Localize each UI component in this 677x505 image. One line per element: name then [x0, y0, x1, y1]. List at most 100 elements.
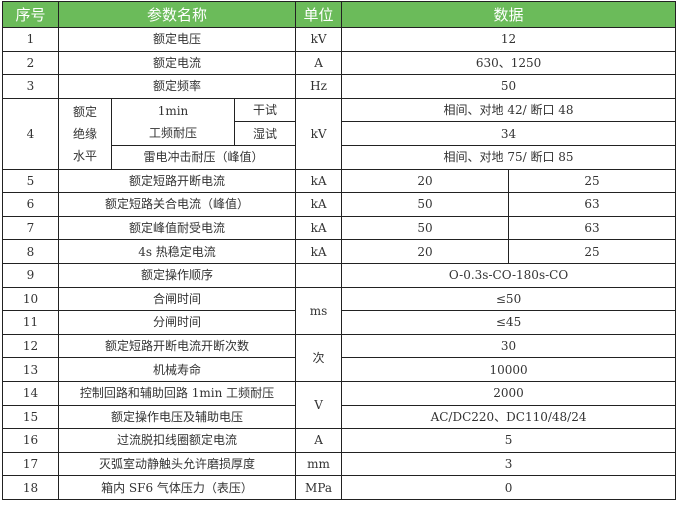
- parameter-name: 机械寿命: [57, 357, 297, 382]
- table-row: 雷电冲击耐压（峰值） 相间、对地 75/ 断口 85: [3, 144, 677, 170]
- row-number: 6: [2, 192, 59, 217]
- value-cell: 50: [341, 74, 677, 99]
- unit-cell: [295, 262, 343, 288]
- value-cell-2: 63: [508, 215, 677, 241]
- value-cell: AC/DC220、DC110/48/24: [341, 404, 677, 430]
- table-row: 8 4s 热稳定电流 kA 20 25: [2, 239, 677, 264]
- value-cell: 12: [341, 27, 677, 52]
- value-cell: 5: [341, 428, 677, 453]
- impulse-label: 雷电冲击耐压（峰值）: [110, 144, 297, 170]
- table-row: 6 额定短路关合电流（峰值） kA 50 63: [2, 192, 677, 217]
- unit-cell: A: [295, 428, 343, 453]
- value-cell-1: 20: [341, 239, 510, 264]
- row-number: 13: [2, 357, 59, 382]
- header-data: 数据: [341, 1, 677, 28]
- parameter-name: 分闸时间: [57, 310, 297, 335]
- parameter-name: 额定电压: [57, 27, 297, 52]
- value-cell: 30: [341, 333, 677, 359]
- row-number: 4: [2, 97, 59, 170]
- power-freq-withstand-label: 1min 工频耐压: [111, 97, 235, 146]
- unit-cell: A: [295, 50, 343, 76]
- unit-cell: 次: [295, 333, 343, 382]
- unit-cell: kA: [295, 168, 343, 194]
- table-row: 湿试 34: [3, 121, 677, 146]
- wet-test-label: 湿试: [233, 121, 297, 146]
- row-number: 11: [2, 310, 59, 335]
- header-name: 参数名称: [57, 1, 297, 28]
- parameter-name: 灭弧室动静触头允许磨损厚度: [57, 451, 297, 477]
- unit-cell: ms: [295, 286, 343, 335]
- parameter-name: 额定频率: [57, 74, 297, 99]
- table-row: 10 合闸时间 ms ≤50: [2, 286, 677, 335]
- parameter-name: 额定操作顺序: [57, 262, 297, 288]
- table-row: 12 额定短路开断电流开断次数次 30: [2, 333, 677, 382]
- value-cell: 相间、对地 42/ 断口 48: [341, 97, 677, 123]
- table-row: 9 额定操作顺序 O-0.3s-CO-180s-CO: [2, 262, 677, 288]
- row-number: 8: [2, 239, 59, 264]
- parameter-name: 控制回路和辅助回路 1min 工频耐压: [57, 380, 297, 406]
- parameter-name: 额定电流: [57, 50, 297, 76]
- value-cell-1: 50: [341, 192, 510, 217]
- row-number: 17: [2, 451, 59, 477]
- row-number: 3: [2, 74, 59, 99]
- table-row: 15 额定操作电压及辅助电压 AC/DC220、DC110/48/24: [2, 404, 677, 430]
- row-number: 14: [2, 380, 59, 406]
- value-cell: 630、1250: [341, 50, 677, 76]
- unit-cell: kV: [295, 97, 343, 170]
- table-row: 5 额定短路开断电流 kA 20 25: [2, 168, 677, 194]
- value-cell-2: 25: [508, 168, 677, 194]
- table-row: 3 额定频率 Hz 50: [2, 74, 677, 99]
- value-cell: O-0.3s-CO-180s-CO: [341, 262, 677, 288]
- label-line: 工频耐压: [148, 125, 197, 140]
- value-cell: ≤45: [341, 310, 677, 335]
- unit-cell: V: [295, 380, 343, 430]
- table-row: 1 额定电压 kV 12: [2, 27, 677, 52]
- table-row: 16 过流脱扣线圈额定电流 A 5: [2, 428, 677, 453]
- value-cell-1: 20: [341, 168, 510, 194]
- value-cell: 相间、对地 75/ 断口 85: [341, 144, 677, 170]
- parameter-name: 4s 热稳定电流: [57, 239, 297, 264]
- insulation-level-label: 额定 绝缘 水平: [58, 97, 112, 170]
- parameter-name: 额定操作电压及辅助电压: [57, 404, 297, 430]
- parameter-name: 额定短路关合电流（峰值）: [57, 192, 297, 217]
- parameter-name: 合闸时间: [57, 286, 297, 312]
- table-row: 17 灭弧室动静触头允许磨损厚度 mm 3: [2, 451, 677, 477]
- value-cell: 34: [341, 121, 677, 146]
- dry-test-label: 干试: [233, 97, 297, 123]
- table-row: 2 额定电流 A 630、1250: [2, 50, 677, 76]
- value-cell-2: 63: [508, 192, 677, 217]
- row-number: 16: [2, 428, 59, 453]
- label-line: 绝缘: [72, 126, 97, 141]
- label-line: 水平: [72, 148, 97, 163]
- parameter-name: 额定峰值耐受电流: [57, 215, 297, 241]
- parameter-name: 箱内 SF6 气体压力（表压）: [57, 475, 297, 500]
- value-cell: 10000: [341, 357, 677, 382]
- unit-cell: kV: [295, 27, 343, 52]
- table-row: 11 分闸时间 ≤45: [2, 310, 677, 335]
- value-cell-2: 25: [508, 239, 677, 264]
- row-number: 18: [2, 475, 59, 500]
- row-number: 12: [2, 333, 59, 359]
- row-number: 7: [2, 215, 59, 241]
- unit-cell: mm: [295, 451, 343, 477]
- row-number: 2: [2, 50, 59, 76]
- table-row: 4 额定绝缘水平 1min 工频耐压 干试 kV 相间、对地 42/ 断口 48: [2, 97, 677, 170]
- label-line: 1min: [157, 103, 189, 118]
- table-row: 14 控制回路和辅助回路 1min 工频耐压 V 2000: [2, 380, 677, 430]
- value-cell: 3: [341, 451, 677, 477]
- unit-cell: kA: [295, 192, 343, 217]
- unit-cell: kA: [295, 215, 343, 241]
- row-number: 10: [2, 286, 59, 312]
- row-number: 1: [2, 27, 59, 52]
- table-row: 13 机械寿命 10000: [2, 357, 677, 382]
- value-cell-1: 50: [341, 215, 510, 241]
- row-number: 15: [2, 404, 59, 430]
- header-no: 序号: [2, 1, 59, 28]
- value-cell: 2000: [341, 380, 677, 406]
- label-line: 额定: [72, 104, 97, 119]
- header-row: 序号 参数名称 单位 数据: [2, 1, 677, 28]
- unit-cell: kA: [295, 239, 343, 264]
- unit-cell: MPa: [295, 475, 343, 500]
- table-row: 7 额定峰值耐受电流 kA 50 63: [2, 215, 677, 241]
